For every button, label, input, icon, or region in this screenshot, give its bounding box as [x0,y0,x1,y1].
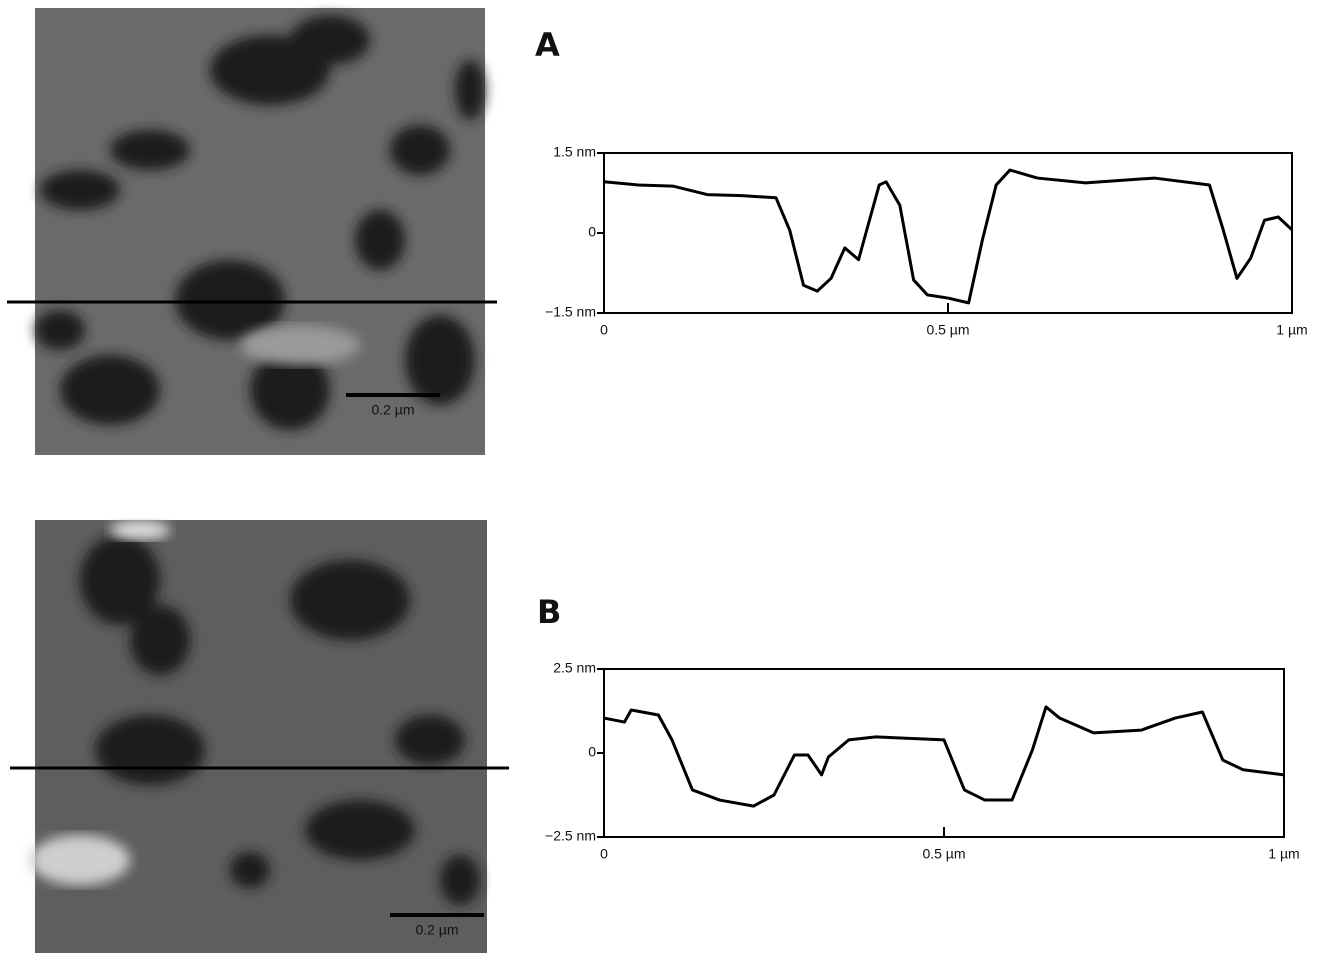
y-tick-label: 0 [588,224,596,240]
x-tick-label: 0 [600,846,608,862]
profile-line [603,705,1285,808]
x-tick-label: 1 µm [1268,846,1299,862]
y-tick-label: 1.5 nm [553,144,596,160]
scale-bar-label: 0.2 µm [371,402,414,418]
scale-bar-label: 0.2 µm [415,922,458,938]
afm-image-b [10,520,509,953]
x-tick-label: 1 µm [1276,322,1307,338]
panel-label: B [537,593,561,631]
profile-line [603,168,1294,305]
plot-frame [603,152,1293,314]
x-tick-label: 0 [600,322,608,338]
panel-label: A [535,26,560,64]
y-tick-label: 0 [588,744,596,760]
afm-image-a [7,8,497,455]
y-tick-label: −2.5 nm [545,828,596,844]
y-tick-label: −1.5 nm [545,304,596,320]
image-highlight [110,520,170,540]
y-tick-label: 2.5 nm [553,660,596,676]
plot-frame [603,668,1285,838]
image-highlight [240,325,360,365]
image-highlight [30,835,130,885]
image-blobs [35,15,485,430]
x-tick-label: 0.5 µm [926,322,969,338]
x-tick-label: 0.5 µm [922,846,965,862]
